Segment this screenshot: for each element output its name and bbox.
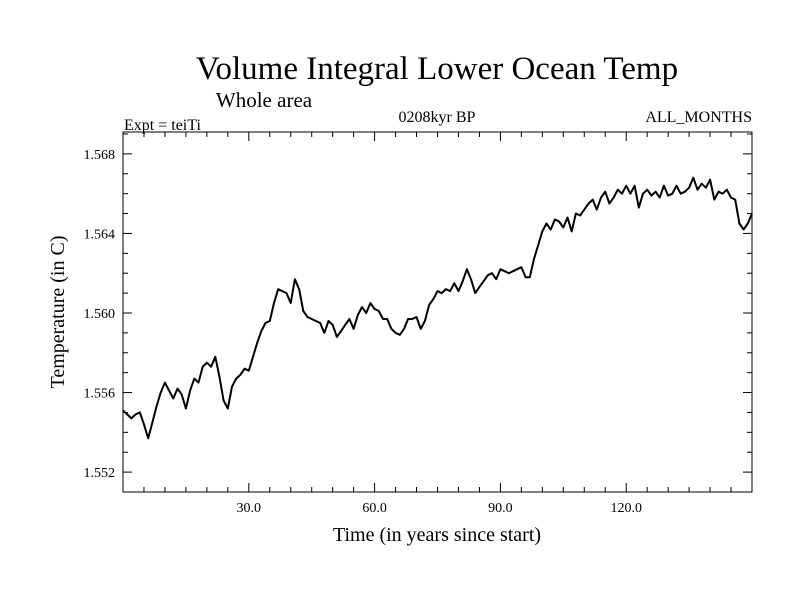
x-axis-label: Time (in years since start): [333, 524, 541, 546]
period-label: 0208kyr BP: [399, 109, 476, 126]
y-tick-label: 1.560: [84, 307, 116, 322]
x-tick-label: 30.0: [237, 501, 262, 516]
y-tick-label: 1.564: [84, 227, 116, 242]
months-label: ALL_MONTHS: [645, 109, 752, 126]
minor-ticks: [123, 132, 752, 492]
y-tick-label: 1.552: [84, 466, 116, 481]
experiment-label: Expt = teiTi: [124, 117, 201, 134]
chart-subtitle: Whole area: [216, 88, 313, 112]
plot-frame: [122, 131, 753, 493]
chart-title: Volume Integral Lower Ocean Temp: [196, 51, 678, 87]
series-line: [122, 176, 753, 440]
y-tick-label: 1.556: [84, 387, 116, 402]
major-ticks: [123, 132, 752, 492]
x-tick-label: 120.0: [610, 501, 642, 516]
x-tick-label: 90.0: [488, 501, 513, 516]
y-tick-label: 1.568: [84, 148, 116, 163]
x-tick-label: 60.0: [362, 501, 387, 516]
y-axis-label: Temperature (in C): [47, 236, 69, 389]
tick-labels: 30.0 60.0 90.0 120.0 1.552 1.556 1.560 1.564 1.5…: [84, 148, 642, 516]
